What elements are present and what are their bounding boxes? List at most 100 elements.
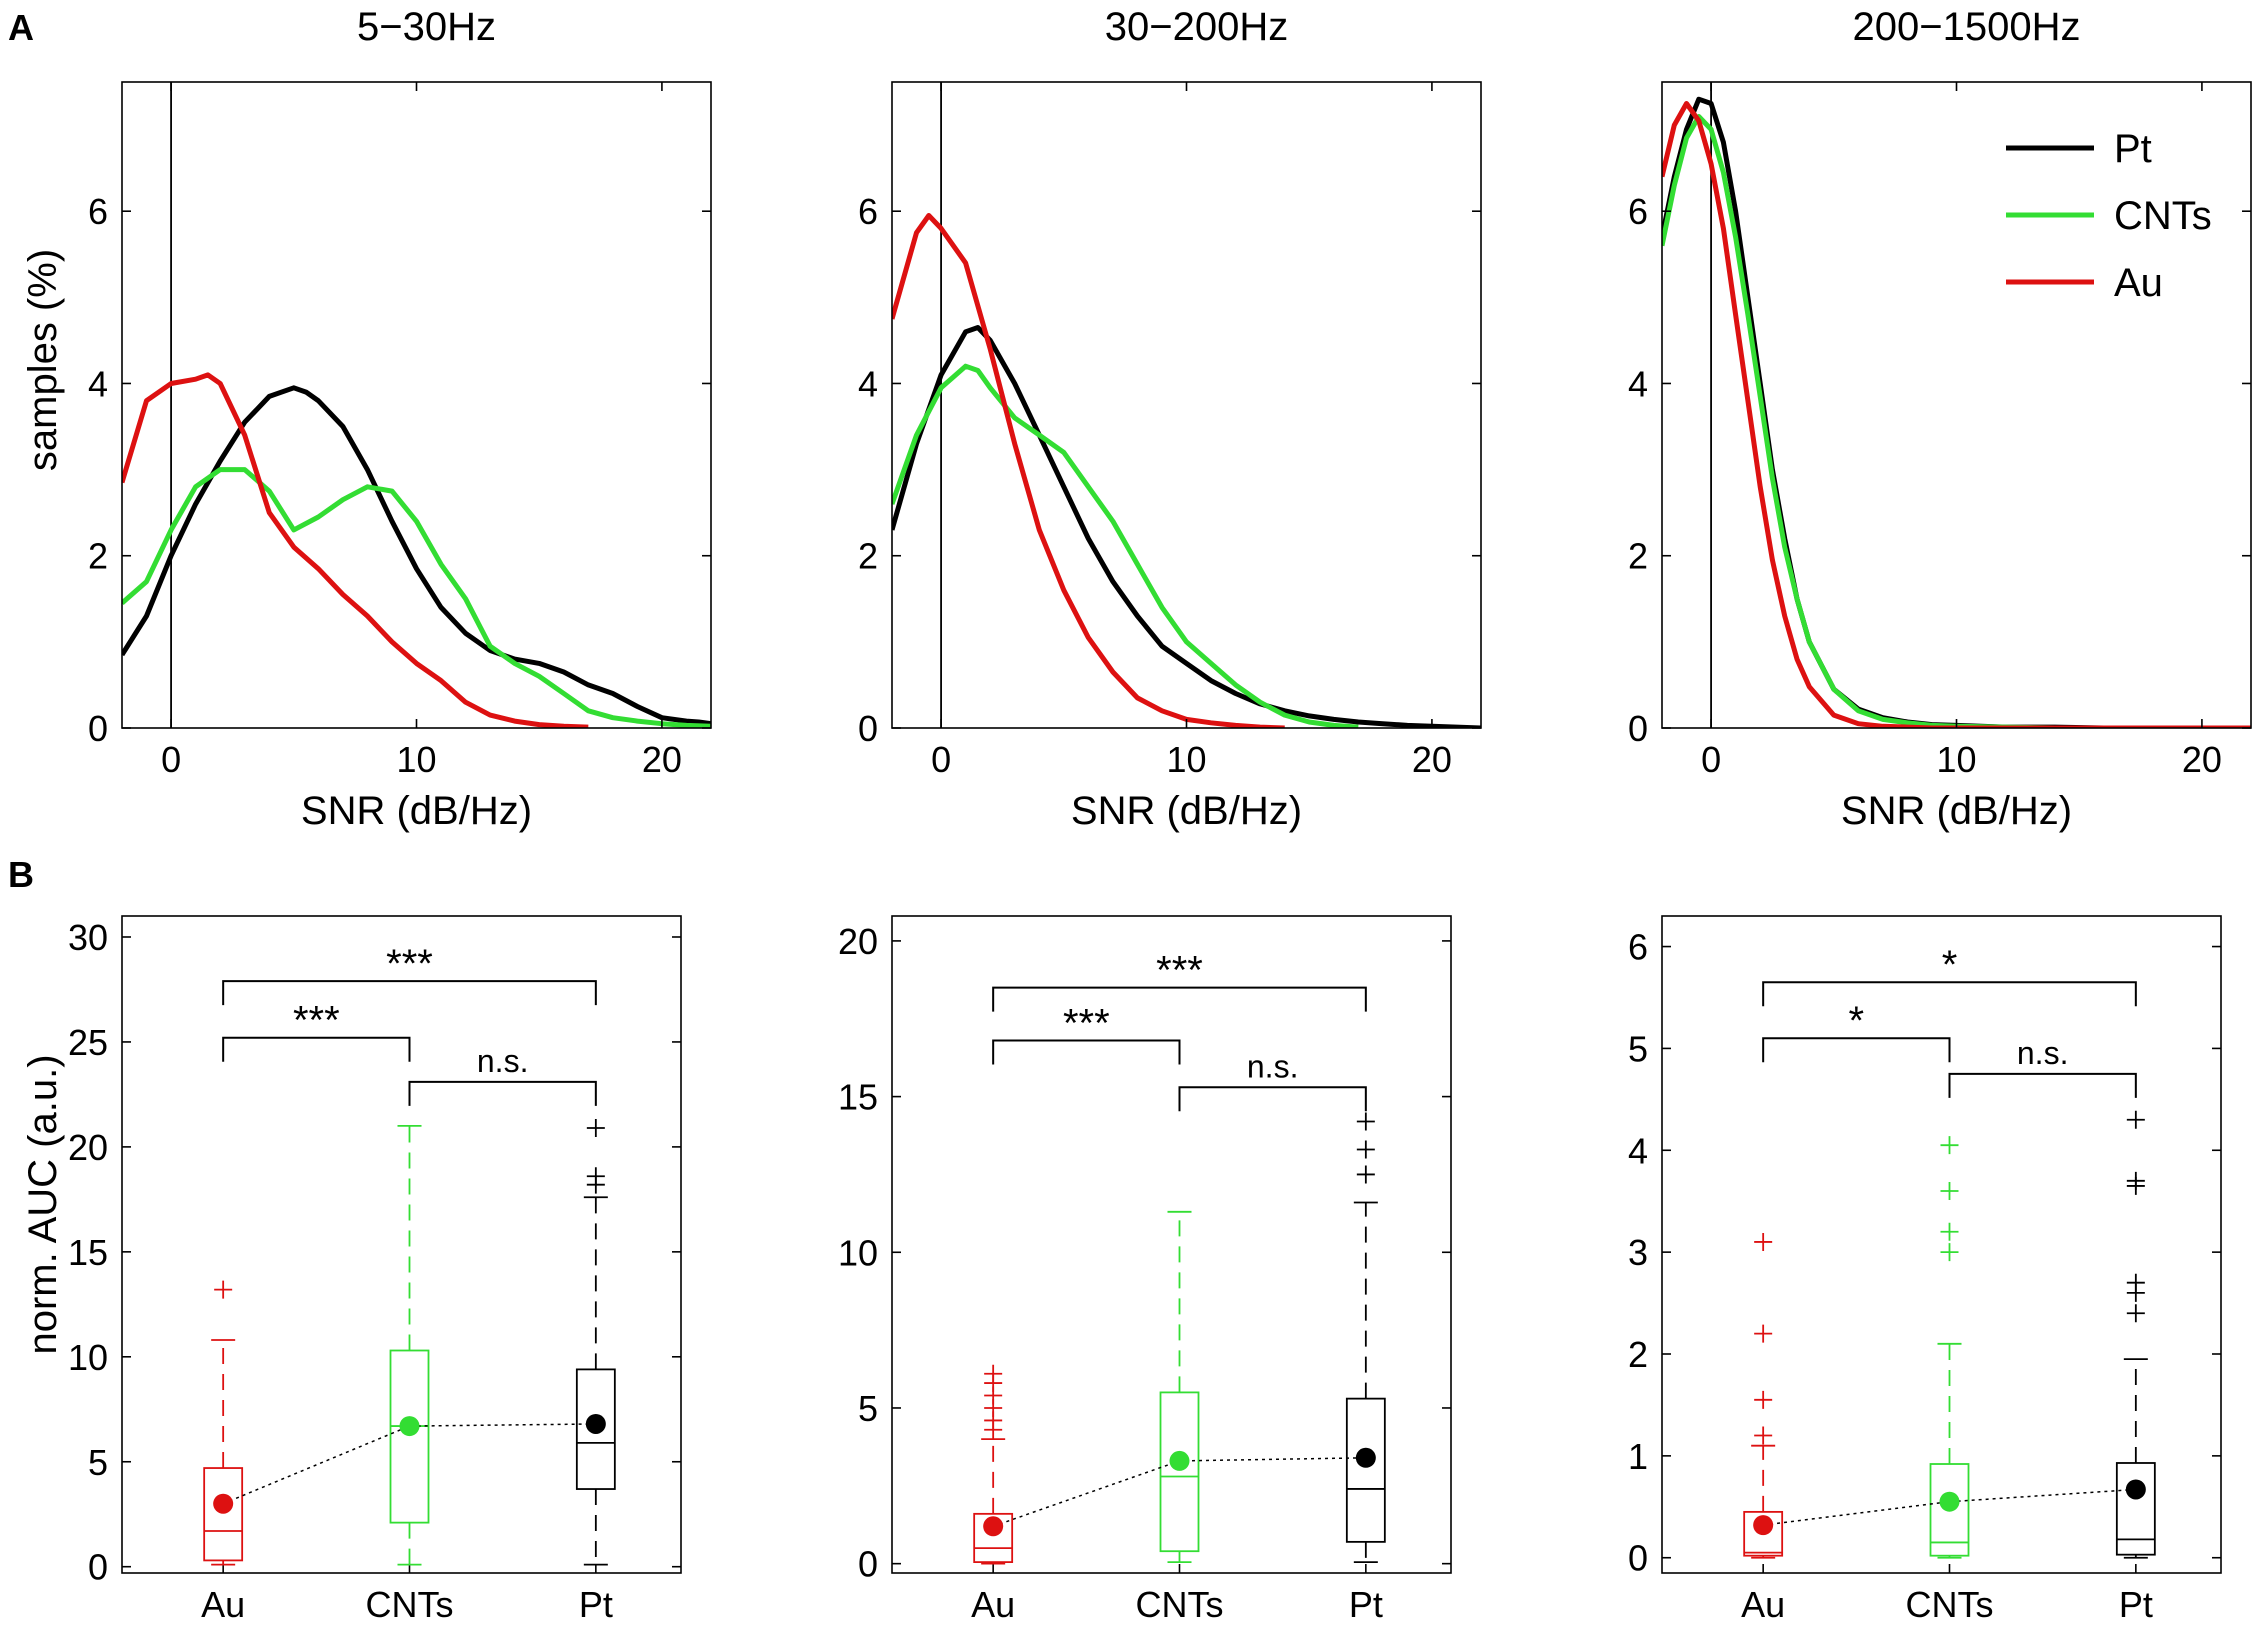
iqr-box <box>1743 1510 1784 1557</box>
y-tick-label: 2 <box>88 536 108 577</box>
iqr-box <box>1159 1391 1200 1553</box>
series-line-au <box>892 213 1285 728</box>
y-tick-label: 15 <box>68 1232 108 1273</box>
y-tick-label: 20 <box>68 1127 108 1168</box>
mean-dot-au <box>1753 1515 1774 1536</box>
outlier-marker <box>2126 1171 2145 1190</box>
outlier-marker <box>2126 1304 2145 1323</box>
axes-frame-4 <box>121 915 682 1574</box>
legend-label-au: Au <box>2114 261 2163 305</box>
outlier-marker <box>1356 1112 1375 1131</box>
y-tick-label: 6 <box>1628 927 1648 968</box>
y-tick-label: 0 <box>1628 708 1648 749</box>
iqr-box <box>203 1467 244 1562</box>
series-line-pt <box>892 325 1481 728</box>
y-tick-label: 4 <box>1628 1130 1648 1171</box>
y-tick-label: 0 <box>1628 1538 1648 1579</box>
significance-bracket <box>222 980 597 1006</box>
outlier-marker <box>1940 1243 1959 1262</box>
axes-frame-1 <box>121 81 712 729</box>
series-line-cnts <box>892 363 1359 728</box>
iqr-box <box>575 1368 616 1490</box>
box-pt <box>2115 1110 2156 1559</box>
outlier-marker <box>214 1280 233 1299</box>
category-label-pt: Pt <box>1349 1584 1383 1625</box>
category-label-cnts: CNTs <box>366 1584 454 1625</box>
outlier-marker <box>1940 1182 1959 1201</box>
x-axis-label: SNR (dB/Hz) <box>1841 789 2072 833</box>
outlier-marker <box>1754 1426 1773 1445</box>
significance-bracket <box>1762 1037 1951 1063</box>
x-axis-label: SNR (dB/Hz) <box>301 789 532 833</box>
x-tick-label: 20 <box>2182 739 2222 780</box>
legend-label-cnts: CNTs <box>2114 194 2212 238</box>
x-tick-label: 20 <box>1412 739 1452 780</box>
y-tick-label: 1 <box>1628 1436 1648 1477</box>
significance-label: *** <box>293 999 340 1043</box>
axes-frame-5 <box>891 915 1452 1574</box>
y-tick-label: 6 <box>1628 191 1648 232</box>
line-chart-3: 0 10 20 0 2 4 6 200−1500Hz SNR (dB/Hz) Pt CNTs Au <box>1628 5 2252 833</box>
mean-dot-au <box>213 1493 234 1514</box>
panel-label-b: B <box>8 854 34 895</box>
x-tick-label: 0 <box>161 739 181 780</box>
line-chart-2: 0 10 20 0 2 4 6 30−200Hz SNR (dB/Hz) <box>858 5 1482 833</box>
outlier-marker <box>1940 1136 1959 1155</box>
y-tick-label: 2 <box>1628 1334 1648 1375</box>
mean-dot-pt <box>1355 1447 1376 1468</box>
y-tick-label: 20 <box>838 921 878 962</box>
category-label-cnts: CNTs <box>1906 1584 1994 1625</box>
iqr-box <box>2115 1462 2156 1556</box>
x-axis-label: SNR (dB/Hz) <box>1071 789 1302 833</box>
chart-title: 200−1500Hz <box>1853 5 2081 49</box>
significance-label: *** <box>386 942 433 986</box>
significance-bracket <box>1948 1072 2137 1098</box>
mean-dot-pt <box>585 1413 606 1434</box>
y-tick-label: 0 <box>858 1544 878 1585</box>
outlier-marker <box>586 1167 605 1186</box>
box-au <box>203 1280 244 1566</box>
series-line-au <box>122 372 589 728</box>
y-tick-label: 5 <box>858 1388 878 1429</box>
iqr-box <box>1929 1463 1970 1557</box>
mean-dot-pt <box>2125 1479 2146 1500</box>
x-tick-label: 10 <box>396 739 436 780</box>
y-tick-label: 5 <box>1628 1028 1648 1069</box>
y-tick-label: 0 <box>88 708 108 749</box>
significance-label: * <box>1849 999 1865 1043</box>
outlier-marker <box>586 1119 605 1137</box>
significance-label: *** <box>1156 949 1203 993</box>
box-chart-2: 0 5 10 15 20 Au CNTs Pt *** *** n.s. <box>838 915 1452 1625</box>
box-chart-3: 0 1 2 3 4 5 6 Au CNTs Pt * * n.s. <box>1628 915 2222 1625</box>
outlier-marker <box>1754 1390 1773 1409</box>
box-pt <box>575 1119 616 1566</box>
category-label-pt: Pt <box>579 1584 613 1625</box>
box-chart-1: 0 5 10 15 20 25 30 Au CNTs Pt *** *** n.s. norm. AUC … <box>21 915 682 1625</box>
x-tick-label: 10 <box>1936 739 1976 780</box>
iqr-box <box>1345 1397 1386 1543</box>
axes-frame-6 <box>1661 915 2222 1574</box>
outlier-marker <box>1754 1324 1773 1343</box>
significance-label: * <box>1942 943 1958 987</box>
y-tick-label: 6 <box>88 191 108 232</box>
outlier-marker <box>1754 1232 1773 1251</box>
y-tick-label: 4 <box>88 363 108 404</box>
significance-bracket <box>1178 1086 1367 1112</box>
box-pt <box>1345 1112 1386 1564</box>
y-tick-label: 2 <box>858 536 878 577</box>
significance-bracket <box>408 1080 597 1106</box>
box-cnts <box>389 1125 430 1566</box>
y-tick-label: 25 <box>68 1022 108 1063</box>
mean-dot-cnts <box>1169 1450 1190 1471</box>
x-tick-label: 10 <box>1166 739 1206 780</box>
y-axis-label: samples (%) <box>21 249 65 471</box>
category-label-cnts: CNTs <box>1136 1584 1224 1625</box>
box-au <box>1743 1232 1784 1559</box>
category-label-pt: Pt <box>2119 1584 2153 1625</box>
outlier-marker <box>984 1364 1003 1383</box>
y-tick-label: 4 <box>858 363 878 404</box>
category-label-au: Au <box>201 1584 245 1625</box>
y-axis-label: norm. AUC (a.u.) <box>21 1054 65 1354</box>
